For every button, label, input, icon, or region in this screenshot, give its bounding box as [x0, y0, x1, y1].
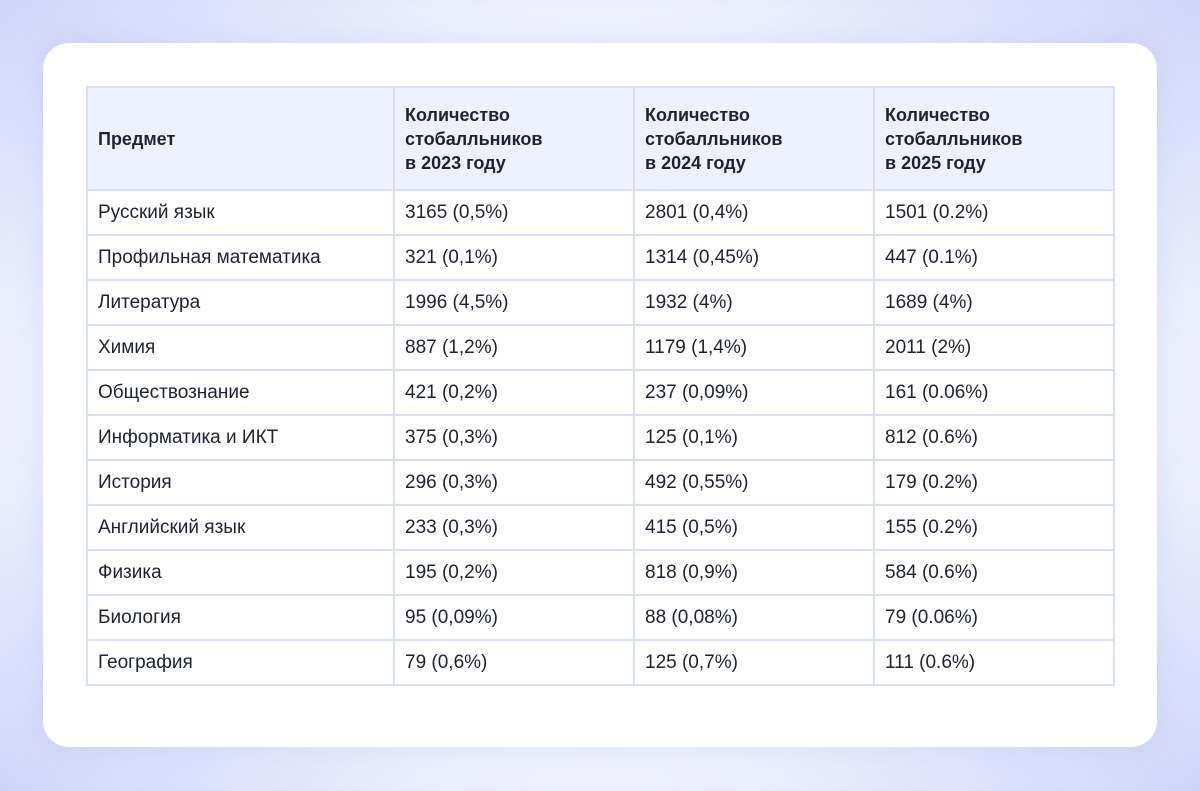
column-header-year-2: Количество стобалльников в 2024 году	[633, 86, 875, 191]
count-cell: 3165 (0,5%)	[393, 189, 635, 236]
count-cell: 155 (0.2%)	[873, 504, 1115, 551]
table-row: Обществознание 421 (0,2%) 237 (0,09%) 161 (…	[86, 369, 1115, 416]
count-cell: 375 (0,3%)	[393, 414, 635, 461]
table-header: Предмет Количество стобалльников в 2023 год…	[86, 86, 1115, 191]
subject-cell: История	[86, 459, 395, 506]
header-line: стобалльников	[885, 128, 1023, 149]
count-cell: 1996 (4,5%)	[393, 279, 635, 326]
subject-cell: Химия	[86, 324, 395, 371]
count-cell: 233 (0,3%)	[393, 504, 635, 551]
count-cell: 421 (0,2%)	[393, 369, 635, 416]
count-cell: 447 (0.1%)	[873, 234, 1115, 281]
count-cell: 818 (0,9%)	[633, 549, 875, 596]
count-cell: 492 (0,55%)	[633, 459, 875, 506]
header-line: Количество	[405, 104, 510, 125]
table-card: Предмет Количество стобалльников в 2023 год…	[43, 43, 1157, 747]
count-cell: 125 (0,1%)	[633, 414, 875, 461]
header-line: в 2024 году	[645, 152, 746, 173]
table-row: Русский язык 3165 (0,5%) 2801 (0,4%) 1501 (…	[86, 189, 1115, 236]
results-table: Предмет Количество стобалльников в 2023 год…	[86, 86, 1115, 686]
count-cell: 79 (0.06%)	[873, 594, 1115, 641]
count-cell: 415 (0,5%)	[633, 504, 875, 551]
count-cell: 111 (0.6%)	[873, 639, 1115, 686]
header-row: Предмет Количество стобалльников в 2023 год…	[86, 86, 1115, 191]
subject-cell: Профильная математика	[86, 234, 395, 281]
subject-cell: Физика	[86, 549, 395, 596]
subject-cell: Информатика и ИКТ	[86, 414, 395, 461]
count-cell: 1932 (4%)	[633, 279, 875, 326]
count-cell: 2011 (2%)	[873, 324, 1115, 371]
count-cell: 195 (0,2%)	[393, 549, 635, 596]
subject-cell: Биология	[86, 594, 395, 641]
count-cell: 161 (0.06%)	[873, 369, 1115, 416]
count-cell: 584 (0.6%)	[873, 549, 1115, 596]
table-row: Химия 887 (1,2%) 1179 (1,4%) 2011 (2%)	[86, 324, 1115, 371]
header-line: Количество	[645, 104, 750, 125]
table-row: Английский язык 233 (0,3%) 415 (0,5%) 155 (…	[86, 504, 1115, 551]
subject-cell: Английский язык	[86, 504, 395, 551]
header-line: в 2023 году	[405, 152, 506, 173]
column-header-year-1: Количество стобалльников в 2023 году	[393, 86, 635, 191]
subject-cell: Литература	[86, 279, 395, 326]
header-line: в 2025 году	[885, 152, 986, 173]
table-row: География 79 (0,6%) 125 (0,7%) 111 (0.6%)	[86, 639, 1115, 686]
count-cell: 1501 (0.2%)	[873, 189, 1115, 236]
count-cell: 321 (0,1%)	[393, 234, 635, 281]
count-cell: 88 (0,08%)	[633, 594, 875, 641]
table-row: Профильная математика 321 (0,1%) 1314 (0,4…	[86, 234, 1115, 281]
header-line: стобалльников	[645, 128, 783, 149]
count-cell: 2801 (0,4%)	[633, 189, 875, 236]
count-cell: 1179 (1,4%)	[633, 324, 875, 371]
table-row: История 296 (0,3%) 492 (0,55%) 179 (0.2%)	[86, 459, 1115, 506]
table-row: Литература 1996 (4,5%) 1932 (4%) 1689 (4%)	[86, 279, 1115, 326]
header-line: стобалльников	[405, 128, 543, 149]
header-line: Количество	[885, 104, 990, 125]
subject-cell: Русский язык	[86, 189, 395, 236]
table-row: Информатика и ИКТ 375 (0,3%) 125 (0,1%) 812…	[86, 414, 1115, 461]
subject-cell: Обществознание	[86, 369, 395, 416]
count-cell: 1314 (0,45%)	[633, 234, 875, 281]
table-row: Биология 95 (0,09%) 88 (0,08%) 79 (0.06%)	[86, 594, 1115, 641]
count-cell: 887 (1,2%)	[393, 324, 635, 371]
count-cell: 812 (0.6%)	[873, 414, 1115, 461]
count-cell: 296 (0,3%)	[393, 459, 635, 506]
count-cell: 95 (0,09%)	[393, 594, 635, 641]
subject-cell: География	[86, 639, 395, 686]
table-body: Русский язык 3165 (0,5%) 2801 (0,4%) 1501 (…	[86, 189, 1115, 686]
column-header-subject: Предмет	[86, 86, 395, 191]
count-cell: 179 (0.2%)	[873, 459, 1115, 506]
count-cell: 237 (0,09%)	[633, 369, 875, 416]
header-line: Предмет	[98, 128, 176, 149]
count-cell: 125 (0,7%)	[633, 639, 875, 686]
table-row: Физика 195 (0,2%) 818 (0,9%) 584 (0.6%)	[86, 549, 1115, 596]
count-cell: 1689 (4%)	[873, 279, 1115, 326]
column-header-year-3: Количество стобалльников в 2025 году	[873, 86, 1115, 191]
count-cell: 79 (0,6%)	[393, 639, 635, 686]
